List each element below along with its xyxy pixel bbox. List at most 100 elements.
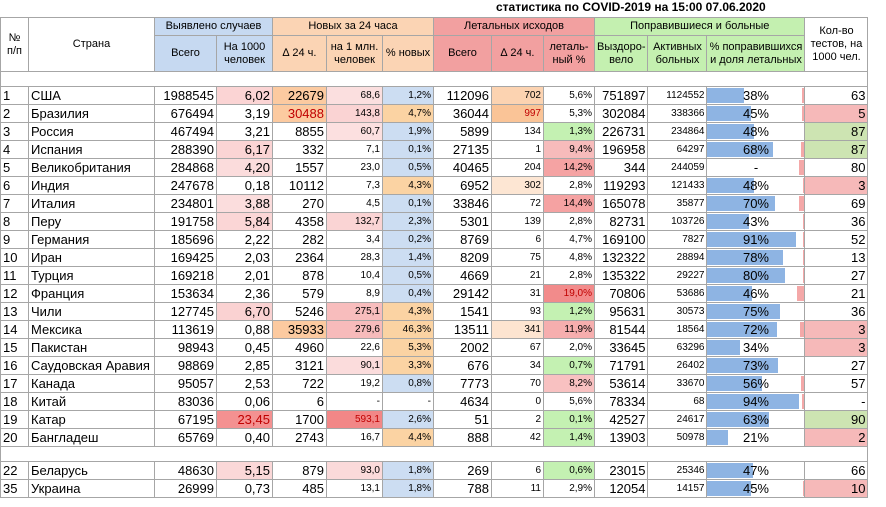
- row-total: 467494: [154, 122, 217, 141]
- pct-recovered-label: 72%: [742, 322, 769, 337]
- table-row: 18 Китай 83036 0,06 6- -4634 0 5,6% 78334 68 94% -: [0, 392, 869, 411]
- row-country: США: [28, 86, 155, 105]
- row-pct-recovered: 78%: [706, 248, 806, 267]
- row-total: 169425: [154, 248, 217, 267]
- col-deaths-total-header: Всего: [433, 35, 492, 72]
- row-num: 20: [0, 428, 29, 447]
- row-deaths-d24: 31: [491, 284, 544, 303]
- col-total-header: Всего: [154, 35, 217, 72]
- row-country: Турция: [28, 266, 155, 285]
- recovered-bar: [707, 481, 752, 496]
- row-country: Бразилия: [28, 104, 155, 123]
- row-country: Саудовская Аравия: [28, 356, 155, 375]
- row-per1m: 93,0: [326, 461, 383, 480]
- row-pctnew: 1,8%: [382, 479, 434, 498]
- row-deaths: 112096: [433, 86, 492, 105]
- row-per1000: 5,84: [216, 212, 273, 231]
- row-num: 9: [0, 230, 29, 249]
- row-deaths-d24: 302: [491, 176, 544, 195]
- row-pctnew: 1,8%: [382, 461, 434, 480]
- row-letpct: 0,1%: [543, 410, 595, 429]
- row-num: 13: [0, 302, 29, 321]
- row-pctnew: 0,8%: [382, 374, 434, 393]
- row-tests: 63: [804, 86, 869, 105]
- row-total: 284868: [154, 158, 217, 177]
- row-recovered: 33645: [593, 338, 649, 357]
- row-pctnew: -: [382, 392, 434, 411]
- col-tests-header: Кол-во тестов, на 1000 чел.: [804, 17, 869, 72]
- row-deaths: 269: [433, 461, 492, 480]
- table-row: 22 Беларусь 48630 5,15 879 93,0 1,8% 269 6 0,6% 23…: [0, 461, 869, 480]
- row-deaths: 36044: [433, 104, 492, 123]
- row-num: 19: [0, 410, 29, 429]
- recovered-bar: [707, 232, 796, 247]
- row-per1000: 6,02: [216, 86, 273, 105]
- row-new24: 722: [272, 374, 327, 393]
- table-row: 19 Катар 67195 23,45 1700 593,1 2,6% 51 2 0,1% 425…: [0, 410, 869, 429]
- row-per1000: 2,36: [216, 284, 273, 303]
- row-new24: 5246: [272, 302, 327, 321]
- row-num: 7: [0, 194, 29, 213]
- row-per1000: 2,22: [216, 230, 273, 249]
- row-deaths-d24: 2: [491, 410, 544, 429]
- row-per1m: 7,3: [326, 176, 383, 195]
- row-country: Бангладеш: [28, 428, 155, 447]
- row-recovered: 344: [593, 158, 649, 177]
- row-letpct: 0,6%: [543, 461, 595, 480]
- row-pctnew: 0,5%: [382, 266, 434, 285]
- row-active: 234864: [647, 122, 708, 141]
- col-active-header: Активных больных: [647, 35, 708, 72]
- row-letpct: 5,6%: [543, 86, 595, 105]
- row-total: 185696: [154, 230, 217, 249]
- row-deaths: 7773: [433, 374, 492, 393]
- col-deaths-d24-header: ∆ 24 ч.: [491, 35, 544, 72]
- row-per1000: 3,88: [216, 194, 273, 213]
- row-new24: 1700: [272, 410, 327, 429]
- row-tests: 36: [804, 302, 869, 321]
- row-total: 113619: [154, 320, 217, 339]
- row-country: Перу: [28, 212, 155, 231]
- row-country: Катар: [28, 410, 155, 429]
- row-total: 234801: [154, 194, 217, 213]
- row-active: 7827: [647, 230, 708, 249]
- pct-recovered-label: 46%: [742, 286, 769, 301]
- table-row: 35 Украина 26999 0,73 485 13,1 1,8% 788 11 2,9% 12…: [0, 479, 869, 498]
- row-recovered: 302084: [593, 104, 649, 123]
- table-row: 12 Франция 153634 2,36 579 8,9 0,4% 29142 31 19,0…: [0, 284, 869, 303]
- row-tests: 5: [804, 104, 869, 123]
- row-deaths-d24: 204: [491, 158, 544, 177]
- table-row: 16 Саудовская Аравия 98869 2,85 3121 90,1 3,3%…: [0, 356, 869, 375]
- row-deaths: 676: [433, 356, 492, 375]
- row-deaths: 51: [433, 410, 492, 429]
- row-active: 68: [647, 392, 708, 411]
- pct-recovered-label: 43%: [742, 214, 769, 229]
- pct-recovered-label: 75%: [742, 304, 769, 319]
- pct-recovered-label: 38%: [742, 88, 769, 103]
- lethal-bar: [803, 412, 804, 427]
- row-num: 18: [0, 392, 29, 411]
- pct-recovered-label: 56%: [742, 376, 769, 391]
- row-per1m: 10,4: [326, 266, 383, 285]
- row-pct-recovered: 73%: [706, 356, 806, 375]
- row-new24: 10112: [272, 176, 327, 195]
- row-tests: 36: [804, 212, 869, 231]
- row-per1000: 0,06: [216, 392, 273, 411]
- row-deaths: 40465: [433, 158, 492, 177]
- row-per1m: 22,6: [326, 338, 383, 357]
- row-active: 14157: [647, 479, 708, 498]
- row-recovered: 165078: [593, 194, 649, 213]
- row-active: 64297: [647, 140, 708, 159]
- col-per1m-header: на 1 млн. человек: [326, 35, 383, 72]
- row-new24: 878: [272, 266, 327, 285]
- row-total: 26999: [154, 479, 217, 498]
- row-tests: 90: [804, 410, 869, 429]
- row-deaths: 33846: [433, 194, 492, 213]
- pct-recovered-label: 70%: [742, 196, 769, 211]
- row-pctnew: 4,3%: [382, 176, 434, 195]
- table-row: 11 Турция 169218 2,01 878 10,4 0,5% 4669 21 2,8% 1…: [0, 266, 869, 285]
- row-per1000: 3,21: [216, 122, 273, 141]
- row-num: 4: [0, 140, 29, 159]
- row-deaths-d24: 6: [491, 461, 544, 480]
- row-num: 1: [0, 86, 29, 105]
- row-pctnew: 0,2%: [382, 230, 434, 249]
